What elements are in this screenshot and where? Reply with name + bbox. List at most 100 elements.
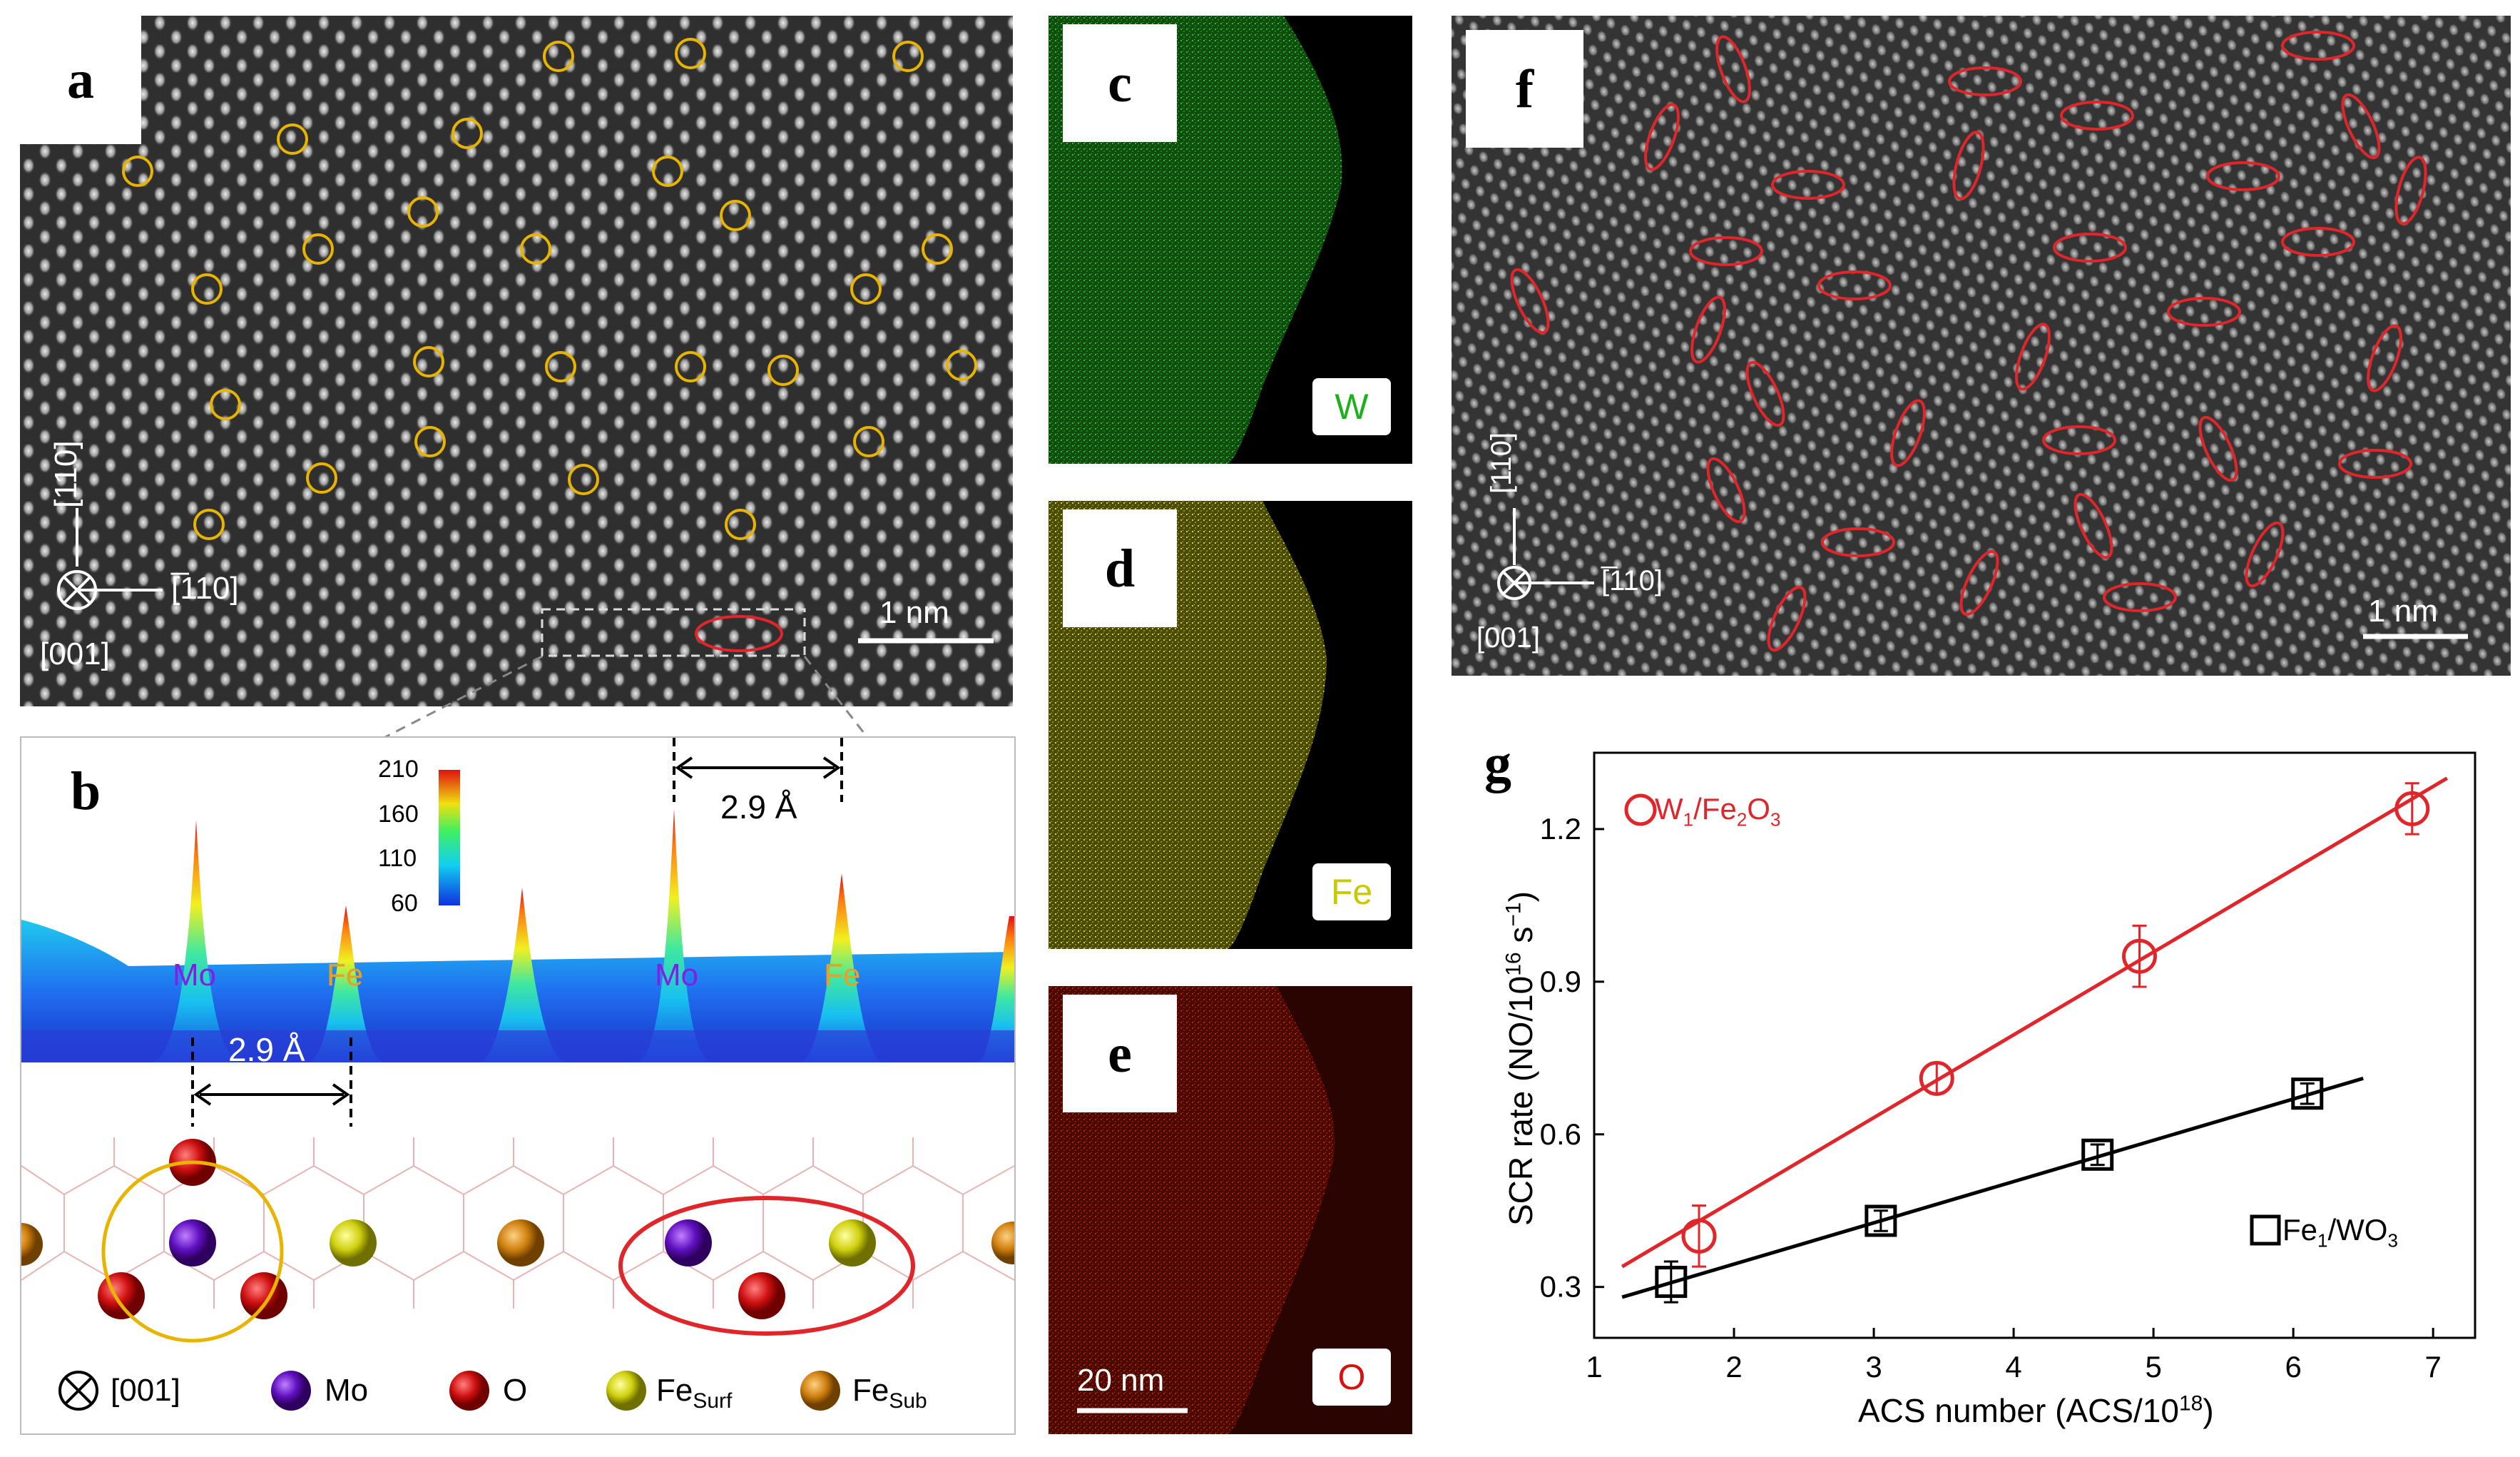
panel-a-axis-1bar10: [̅110] [171, 571, 239, 606]
panel-g: g 1 2 3 4 5 6 7 0.3 0.6 0.9 1.2 ACS number (ACS/10… [1452, 706, 2514, 1452]
peak-label-mo-2: Mo [655, 958, 699, 993]
x-tick-label: 7 [2425, 1350, 2442, 1384]
data-point-square [2291, 1077, 2324, 1110]
legend-axis-001: [001] [111, 1373, 180, 1408]
leg1-mid2: O [1747, 792, 1770, 826]
panel-f-axis-110: [110] [1486, 432, 1517, 494]
x-title-main: ACS number (ACS/10 [1858, 1392, 2179, 1429]
panel-b-atoms [0, 1139, 1034, 1319]
peak-fe-2 [799, 873, 884, 1062]
legend-fe-surf: FeSurf [656, 1373, 732, 1413]
leg1-s3: 3 [1770, 808, 1781, 831]
peak-label-fe-1: Fe [327, 958, 364, 993]
panel-a-axis-arrows [57, 508, 163, 610]
leg2-s2: 3 [2387, 1229, 2398, 1252]
y-title-sup2: −1 [1501, 902, 1526, 927]
x-title-sup: 18 [2178, 1391, 2203, 1416]
y-tick-label: 0.6 [1540, 1117, 1581, 1151]
panel-f-axis-arrows [1497, 508, 1594, 600]
panel-d-element: Fe [1312, 863, 1391, 920]
panel-c-image: c W [1049, 16, 1412, 464]
x-title-end: ) [2203, 1392, 2214, 1429]
scr-rate-chart: 1 2 3 4 5 6 70.30.60.91.2 [1540, 751, 2476, 1384]
leg2-s1: 1 [2317, 1229, 2328, 1252]
panel-b: b 210 160 110 60 2.9 Å 2.9 Å Mo Fe Mo Fe… [0, 736, 1034, 1435]
legend-marker-circle [1624, 793, 1657, 826]
legend-fe1wo3: Fe1/WO3 [2282, 1213, 2398, 1252]
panel-a-scale-label: 1 nm [879, 595, 949, 630]
panel-d-image: d Fe [1049, 501, 1412, 949]
panel-a-image: a [110] [̅110] [001] 1 nm [20, 16, 1013, 706]
panel-b-yellow-ring [101, 1160, 284, 1343]
leg2-mid: /WO [2327, 1213, 2388, 1247]
panel-b-graphics [0, 738, 1034, 1411]
x-tick-label: 3 [1865, 1350, 1882, 1384]
panel-b-distance-top: 2.9 Å [720, 788, 797, 826]
panel-b-red-ring [618, 1196, 915, 1336]
panel-g-label: g [1484, 733, 1511, 793]
panel-a-single-atom-circles [122, 38, 977, 540]
x-tick-label: 1 [1586, 1350, 1602, 1384]
x-tick-label: 2 [1725, 1350, 1742, 1384]
chart-x-axis-title: ACS number (ACS/1018) [1858, 1391, 2214, 1430]
legend-fe-sub-main: Fe [852, 1373, 889, 1408]
panel-e-element: O [1312, 1349, 1391, 1406]
y-title-sup: 16 [1501, 952, 1526, 976]
peak-label-fe-2: Fe [824, 958, 861, 993]
y-title-main: SCR rate (NO/10 [1502, 975, 1539, 1226]
panel-a-lattice [20, 16, 1013, 706]
y-tick-label: 0.3 [1540, 1270, 1581, 1304]
colorbar-tick-210: 210 [378, 756, 419, 783]
panel-f-scale-label: 1 nm [2368, 594, 2438, 629]
panel-b-legend-icons [58, 1371, 840, 1411]
panel-b-bottom-distance [191, 1037, 352, 1127]
y-tick-label: 1.2 [1540, 812, 1581, 846]
panel-f-ellipses [1510, 31, 2427, 652]
data-point-circle [1919, 1060, 1954, 1096]
panel-e-image: e 20 nm O [1049, 986, 1412, 1434]
peak-mo-1 [150, 820, 243, 1062]
panel-a-axis-001: [001] [40, 636, 110, 671]
panel-c-label: c [1063, 24, 1177, 142]
panel-c-element: W [1312, 378, 1391, 435]
legend-o: O [503, 1373, 528, 1408]
x-tick-label: 5 [2145, 1350, 2161, 1384]
peak-right [977, 916, 1014, 1062]
panel-e-scale-label: 20 nm [1077, 1363, 1165, 1398]
leg1-s1: 1 [1683, 808, 1694, 831]
y-tick-label: 0.9 [1540, 965, 1581, 998]
x-tick-label: 6 [2285, 1350, 2301, 1384]
leg1-main: W [1655, 792, 1683, 826]
data-point-circle [2122, 938, 2158, 974]
panel-b-label: b [70, 761, 101, 821]
fit-line-0 [1621, 776, 2449, 1269]
colorbar-tick-160: 160 [378, 801, 419, 828]
panel-a-profile-region [541, 608, 806, 657]
panel-f-image: f [110] [̅110] [001] 1 nm [1452, 16, 2511, 676]
panel-a-red-ellipse [695, 615, 783, 652]
data-point-square [1655, 1266, 1688, 1299]
data-point-square [1865, 1204, 1897, 1237]
panel-b-distance-bottom: 2.9 Å [228, 1031, 305, 1068]
leg2-main: Fe [2282, 1213, 2318, 1247]
legend-fe-surf-sub: Surf [693, 1389, 733, 1413]
data-point-square [2081, 1138, 2114, 1171]
legend-fe-sub: FeSub [852, 1373, 927, 1413]
y-title-end: ) [1502, 891, 1539, 903]
panel-f-axis-001: [001] [1476, 622, 1540, 654]
panel-f-label: f [1466, 30, 1583, 148]
fit-line-1 [1621, 1076, 2364, 1299]
legend-marker-square [2250, 1214, 2281, 1246]
legend-mo: Mo [325, 1373, 369, 1408]
y-title-mid: s [1502, 926, 1539, 953]
leg1-mid: /Fe [1693, 792, 1737, 826]
panel-d-label: d [1063, 509, 1177, 627]
data-point-circle [1681, 1218, 1717, 1254]
leg1-s2: 2 [1736, 808, 1748, 831]
legend-fe-sub-sub: Sub [889, 1389, 927, 1413]
panel-b-top-distance [673, 738, 843, 802]
chart-y-axis-title: SCR rate (NO/1016 s−1) [1501, 891, 1540, 1226]
legend-fe-surf-main: Fe [656, 1373, 693, 1408]
panel-a-label: a [20, 16, 141, 144]
panel-e-label: e [1063, 995, 1177, 1112]
